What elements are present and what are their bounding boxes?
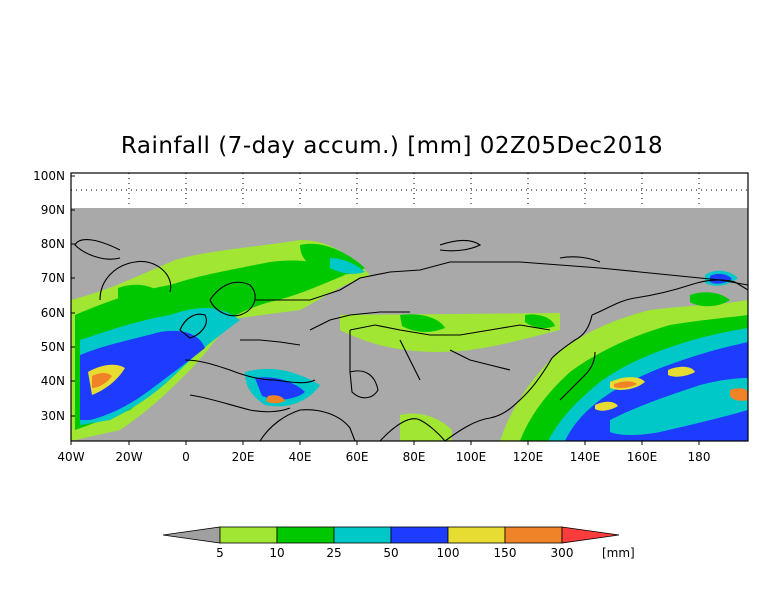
xtick-label: 20W xyxy=(115,450,142,464)
rain-c4-med xyxy=(255,377,305,400)
legend-swatch-25-50 xyxy=(333,526,392,544)
legend-label: 100 xyxy=(437,546,460,560)
color-legend xyxy=(162,526,620,544)
rain-c5-pac2 xyxy=(668,366,695,377)
rain-c2-asia2 xyxy=(525,314,555,329)
legend-swatch-above xyxy=(561,526,620,544)
legend-swatch-below xyxy=(162,526,221,544)
rain-c4 xyxy=(80,330,205,420)
legend-labels: 5 10 25 50 100 150 300 [mm] xyxy=(216,546,635,560)
grid-lines xyxy=(71,173,748,208)
rain-c3-pac2 xyxy=(610,378,748,435)
rain-c2-kam xyxy=(690,292,730,307)
ytick-label: 60N xyxy=(41,306,65,320)
rain-c6-pac xyxy=(614,381,637,388)
legend-label: 10 xyxy=(269,546,284,560)
rain-c4b xyxy=(132,357,165,374)
map-title: Rainfall (7-day accum.) [mm] 02Z05Dec201… xyxy=(120,133,664,159)
ytick-label: 100N xyxy=(33,169,65,183)
y-tick-labels: 100N 90N 80N 70N 60N 50N 40N 30N xyxy=(33,169,65,423)
legend-swatch-150-300 xyxy=(504,526,563,544)
ytick-label: 70N xyxy=(41,271,65,285)
xtick-label: 40E xyxy=(289,450,312,464)
xtick-label: 100E xyxy=(456,450,487,464)
x-tick-labels: 40W 20W 0 20E 40E 60E 80E 100E 120E 140E… xyxy=(57,450,710,464)
xtick-label: 80E xyxy=(403,450,426,464)
legend-swatch-5-10 xyxy=(219,526,278,544)
ytick-label: 40N xyxy=(41,374,65,388)
xtick-label: 120E xyxy=(513,450,544,464)
legend-swatch-100-150 xyxy=(447,526,506,544)
y-tick-marks xyxy=(71,175,75,417)
rain-c6-med xyxy=(266,395,285,404)
xtick-label: 20E xyxy=(232,450,255,464)
map-frame xyxy=(70,172,749,442)
xtick-label: 160E xyxy=(627,450,658,464)
legend-label: 300 xyxy=(551,546,574,560)
ytick-label: 80N xyxy=(41,237,65,251)
legend-label: 25 xyxy=(326,546,341,560)
xtick-label: 180 xyxy=(688,450,711,464)
xtick-label: 40W xyxy=(57,450,84,464)
rain-c2-asia xyxy=(400,314,445,332)
rain-c6 xyxy=(92,373,112,388)
rain-c5-pac3 xyxy=(595,401,618,411)
x-tick-marks xyxy=(70,441,700,445)
rain-c3-n xyxy=(330,258,365,274)
rain-c6-pac2 xyxy=(730,388,748,401)
xtick-label: 0 xyxy=(182,450,190,464)
legend-swatch-50-100 xyxy=(390,526,449,544)
xtick-label: 60E xyxy=(346,450,369,464)
legend-unit: [mm] xyxy=(602,546,635,560)
rainfall-layer xyxy=(71,240,748,441)
ytick-label: 50N xyxy=(41,340,65,354)
rain-c2-ws xyxy=(118,284,160,300)
legend-swatch-10-25 xyxy=(276,526,335,544)
legend-label: 50 xyxy=(383,546,398,560)
legend-label: 150 xyxy=(494,546,517,560)
legend-label: 5 xyxy=(216,546,224,560)
xtick-label: 140E xyxy=(570,450,601,464)
coastlines xyxy=(74,239,749,442)
ytick-label: 30N xyxy=(41,409,65,423)
ytick-label: 90N xyxy=(41,203,65,217)
rain-c1-asia xyxy=(340,313,560,352)
